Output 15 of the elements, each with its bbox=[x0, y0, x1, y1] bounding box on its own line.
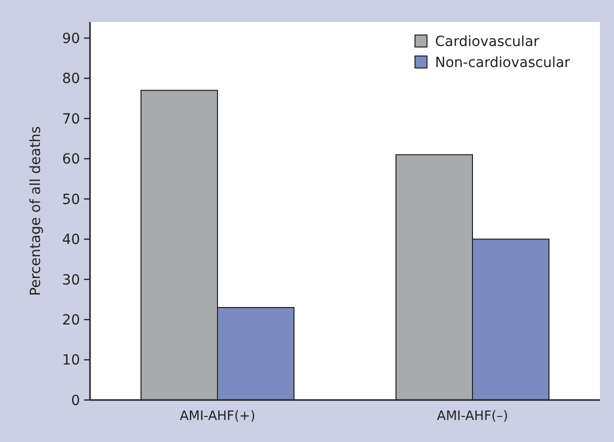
y-tick-label: 40 bbox=[62, 232, 80, 248]
y-tick-label: 50 bbox=[62, 192, 80, 208]
y-tick-label: 80 bbox=[62, 71, 80, 88]
y-tick-label: 0 bbox=[71, 392, 80, 409]
y-tick-label: 60 bbox=[62, 152, 80, 168]
legend-label: Cardiovascular bbox=[435, 34, 540, 50]
legend-label: Non-cardiovascular bbox=[435, 54, 570, 71]
x-tick-label: AMI-AHF(–) bbox=[436, 409, 508, 424]
y-tick-label: 10 bbox=[62, 352, 80, 369]
y-tick-label: 20 bbox=[62, 312, 80, 328]
y-tick-label: 30 bbox=[62, 272, 80, 288]
y-axis-title: Percentage of all deaths bbox=[28, 126, 44, 296]
y-tick-label: 70 bbox=[62, 111, 80, 128]
y-tick-label: 90 bbox=[62, 30, 80, 47]
x-tick-label: AMI-AHF(+) bbox=[180, 409, 256, 424]
